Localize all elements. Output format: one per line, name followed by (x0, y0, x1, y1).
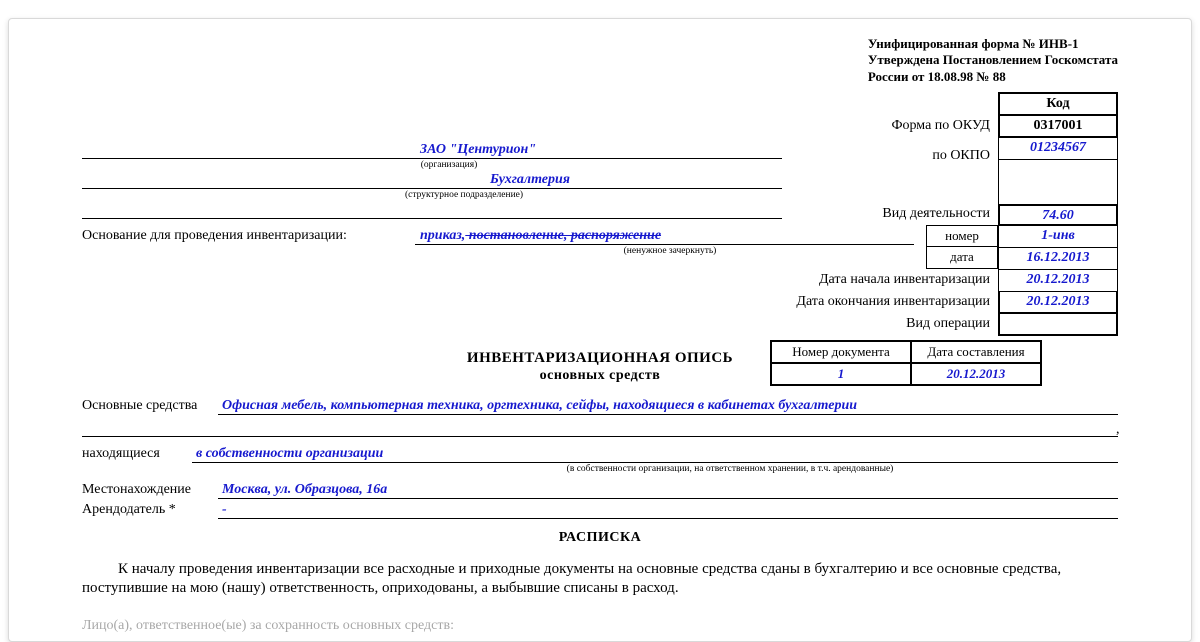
inv-start-label: Дата начала инвентаризации (819, 272, 990, 288)
receipt-paragraph: К началу проведения инвентаризации все р… (82, 560, 1118, 598)
assets-value: Офисная мебель, компьютерная техника, ор… (222, 398, 857, 414)
address-line (218, 498, 1118, 499)
basis-line (415, 244, 914, 245)
org-line (82, 158, 782, 159)
lessor-value: - (222, 502, 227, 518)
docbox-h2: Дата составления (911, 341, 1041, 363)
docbox-v1: 1 (771, 363, 911, 385)
docbox-h1: Номер документа (771, 341, 911, 363)
lessor-label: Арендодатель * (82, 502, 176, 518)
oper-value (998, 314, 1118, 336)
trailing-line: Лицо(а), ответственное(ые) за сохранност… (82, 618, 454, 634)
inv-start: 20.12.2013 (998, 270, 1118, 292)
org-value: ЗАО "Центурион" (420, 142, 536, 158)
inv-end-label: Дата окончания инвентаризации (796, 294, 990, 310)
kod-spacer (998, 160, 1118, 204)
dept-line (82, 188, 782, 189)
docbox: Номер документа Дата составления 1 20.12… (770, 340, 1042, 386)
basis-subcolumn: номер дата (926, 225, 998, 269)
subtitle: РАСПИСКА (0, 530, 1200, 546)
inv-end: 20.12.2013 (998, 292, 1118, 314)
basis-caption: (ненужное зачеркнуть) (600, 246, 740, 256)
basis-label: Основание для проведения инвентаризации: (82, 228, 347, 244)
dept-value: Бухгалтерия (490, 172, 570, 188)
assets-tail: , (1116, 422, 1120, 438)
uf-line2: Утверждена Постановлением Госкомстата (868, 52, 1118, 68)
located-caption: (в собственности организации, на ответст… (520, 464, 940, 474)
lessor-line (218, 518, 1118, 519)
activity-label: Вид деятельности (882, 206, 990, 222)
basis-number: 1-инв (998, 226, 1118, 248)
kod-title: Код (998, 92, 1118, 116)
uf-line3: России от 18.08.98 № 88 (868, 69, 1118, 85)
basis-data-label: дата (926, 247, 998, 269)
okud-label: Форма по ОКУД (891, 118, 990, 134)
uf-line1: Унифицированная форма № ИНВ-1 (868, 36, 1118, 52)
located-label: находящиеся (82, 446, 160, 462)
located-line (192, 462, 1118, 463)
assets-line (218, 414, 1118, 415)
address-value: Москва, ул. Образцова, 16а (222, 482, 387, 498)
basis-date: 16.12.2013 (998, 248, 1118, 270)
kod-column: Код 0317001 01234567 74.60 1-инв 16.12.2… (998, 92, 1118, 336)
okpo-value: 01234567 (998, 138, 1118, 160)
basis-nomer-label: номер (926, 225, 998, 247)
unified-form-note: Унифицированная форма № ИНВ-1 Утверждена… (868, 36, 1118, 85)
address-label: Местонахождение (82, 482, 191, 498)
activity-value: 74.60 (998, 204, 1118, 226)
okpo-label: по ОКПО (932, 148, 990, 164)
located-value: в собственности организации (196, 446, 383, 462)
dept-caption: (структурное подразделение) (384, 190, 544, 200)
oper-label: Вид операции (906, 316, 990, 332)
assets-label: Основные средства (82, 398, 197, 414)
org-caption: (организация) (404, 160, 494, 170)
basis-value: приказ, постановление, распоряжение (420, 228, 661, 244)
docbox-v2: 20.12.2013 (911, 363, 1041, 385)
okud-value: 0317001 (998, 116, 1118, 138)
